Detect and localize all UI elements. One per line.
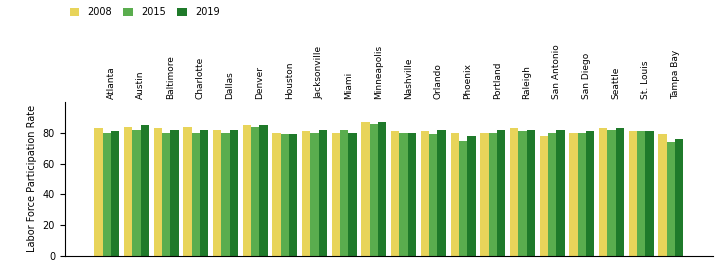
Bar (184, 127, 192, 256)
Bar (526, 130, 535, 256)
Bar (124, 127, 132, 256)
Bar (400, 133, 408, 256)
Bar (332, 133, 340, 256)
Bar (577, 133, 586, 256)
Bar (192, 133, 200, 256)
Bar (510, 128, 518, 256)
Bar (459, 141, 467, 256)
Bar (675, 139, 683, 256)
Bar (658, 134, 667, 256)
Bar (272, 133, 281, 256)
Bar (200, 130, 208, 256)
Bar (391, 131, 400, 256)
Bar (162, 133, 170, 256)
Bar (310, 133, 319, 256)
Bar (230, 130, 238, 256)
Bar (489, 133, 497, 256)
Bar (132, 130, 140, 256)
Bar (539, 136, 548, 256)
Bar (243, 125, 251, 256)
Bar (289, 134, 297, 256)
Bar (518, 131, 526, 256)
Bar (586, 131, 594, 256)
Bar (637, 131, 645, 256)
Legend: 2008, 2015, 2019: 2008, 2015, 2019 (70, 8, 220, 17)
Bar (140, 125, 149, 256)
Bar (302, 131, 310, 256)
Bar (370, 124, 378, 256)
Bar (319, 130, 327, 256)
Bar (378, 122, 387, 256)
Bar (348, 133, 356, 256)
Bar (438, 130, 446, 256)
Bar (497, 130, 505, 256)
Bar (408, 133, 416, 256)
Bar (102, 133, 111, 256)
Bar (429, 134, 438, 256)
Bar (281, 134, 289, 256)
Bar (251, 127, 259, 256)
Bar (221, 133, 230, 256)
Bar (153, 128, 162, 256)
Bar (645, 131, 654, 256)
Bar (170, 130, 179, 256)
Bar (608, 130, 616, 256)
Bar (361, 122, 370, 256)
Bar (340, 130, 348, 256)
Bar (667, 142, 675, 256)
Y-axis label: Labor Force Participation Rate: Labor Force Participation Rate (27, 105, 37, 252)
Bar (570, 133, 577, 256)
Bar (94, 128, 102, 256)
Bar (557, 130, 564, 256)
Bar (259, 125, 268, 256)
Bar (421, 131, 429, 256)
Bar (480, 133, 489, 256)
Bar (616, 128, 624, 256)
Bar (111, 131, 120, 256)
Bar (213, 130, 221, 256)
Bar (467, 136, 475, 256)
Bar (629, 131, 637, 256)
Bar (451, 133, 459, 256)
Bar (599, 128, 608, 256)
Bar (548, 133, 557, 256)
